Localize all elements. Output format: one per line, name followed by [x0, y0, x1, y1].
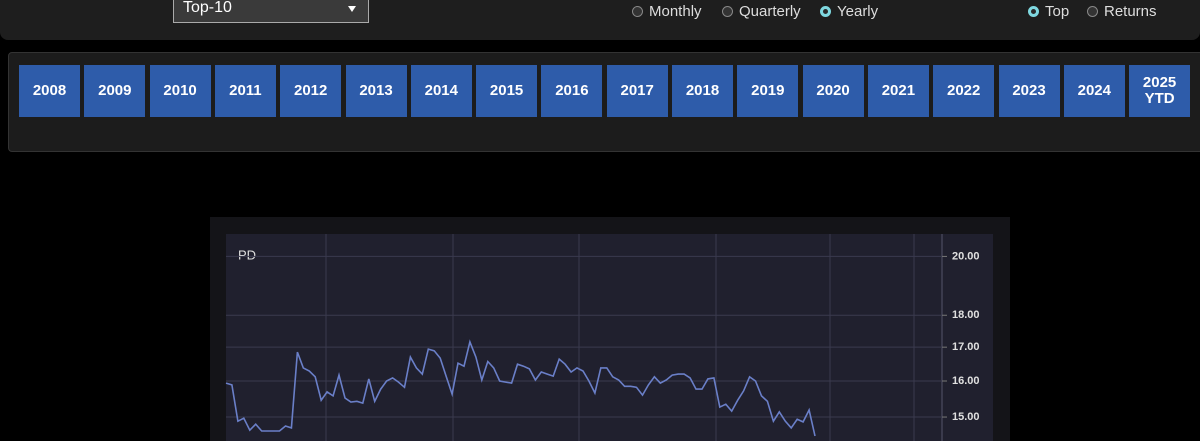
radio-circle [820, 6, 831, 17]
data-line [225, 339, 816, 437]
year-panel: 2008 2009 2010 2011 2012 2013 2014 2015 2016 2017… [8, 52, 1200, 152]
dropdown[interactable]: Top-10 [173, 0, 369, 23]
dropdown-value: Top-10 [183, 0, 232, 16]
toolbar: Top-10 Monthly Quarterly Yearly Top Returns [0, 0, 1200, 40]
year-button[interactable]: 2008 [19, 65, 80, 117]
year-button[interactable]: 2014 [410, 65, 472, 117]
year-button[interactable]: 2009 [84, 65, 146, 117]
year-button[interactable]: 2017 [606, 65, 668, 117]
year-button[interactable]: 2018 [672, 65, 733, 117]
vertical-grid [325, 234, 915, 441]
year-button[interactable]: 2012 [280, 65, 342, 117]
y-tick-label: 15.00 [952, 411, 980, 423]
radio-option[interactable]: Quarterly [722, 3, 801, 20]
year-button[interactable]: 2019 [737, 65, 799, 117]
radio-label: Yearly [837, 3, 879, 20]
radio-label: Quarterly [739, 3, 801, 20]
year-button[interactable]: 2022 [933, 65, 995, 117]
chart: PD 15.00 16.00 17.00 18.00 20.00 [210, 217, 1010, 441]
radio-circle [1028, 6, 1039, 17]
radio-option[interactable]: Returns [1087, 3, 1157, 20]
radio-label: Returns [1104, 3, 1157, 20]
radio-label: Top [1045, 3, 1070, 20]
year-button[interactable]: 2015 [476, 65, 538, 117]
radio-option[interactable]: Monthly [632, 3, 702, 20]
year-button[interactable]: 2011 [214, 65, 276, 117]
radio-label: Monthly [649, 3, 702, 20]
series-label: PD [238, 247, 256, 262]
radio-circle [722, 6, 733, 17]
radio-option[interactable]: Yearly [820, 3, 878, 20]
year-button[interactable]: 2013 [345, 65, 407, 117]
dropdown-arrow [348, 6, 356, 12]
year-button[interactable]: 2021 [867, 65, 929, 117]
y-tick-label: 16.00 [952, 375, 980, 387]
year-button[interactable]: 2020 [802, 65, 864, 117]
y-tick-label: 18.00 [952, 309, 980, 321]
plot-area [226, 234, 993, 441]
year-button[interactable]: 2023 [998, 65, 1060, 117]
radio-circle [1087, 6, 1098, 17]
y-tick-label: 20.00 [952, 250, 980, 262]
year-button[interactable]: 2025 YTD [1129, 65, 1191, 117]
radio-option[interactable]: Top [1028, 3, 1069, 20]
radio-circle [632, 6, 643, 17]
year-button[interactable]: 2016 [541, 65, 603, 117]
year-button[interactable]: 2010 [149, 65, 211, 117]
y-tick-label: 17.00 [952, 341, 980, 353]
year-button[interactable]: 2024 [1063, 65, 1125, 117]
